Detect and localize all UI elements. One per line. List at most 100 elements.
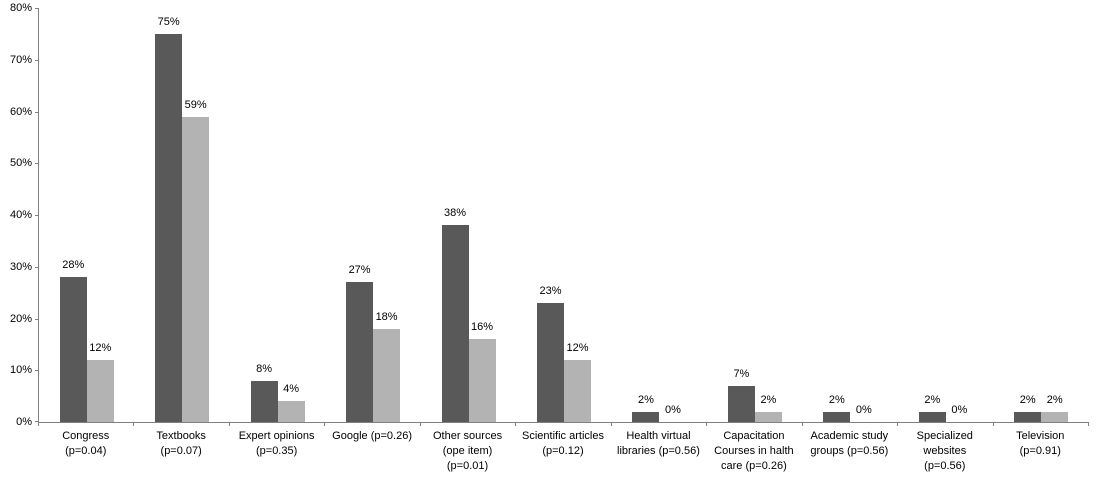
y-axis-tick-label: 80%: [9, 2, 32, 14]
y-axis-tick-label: 10%: [9, 364, 32, 377]
bar-group-series-1-dark: 27%: [346, 264, 374, 422]
value-label: 2%: [828, 393, 845, 406]
y-axis-tick: [35, 59, 39, 61]
category-slot: 2% 2%: [994, 8, 1089, 422]
bar-group-series-2-light: 59%: [182, 98, 210, 422]
y-axis-tick-label: 70%: [9, 53, 32, 66]
bar-series-1-dark: [250, 380, 278, 422]
x-axis-tick: [419, 422, 421, 426]
category-label: Expert opinions (p=0.35): [238, 430, 315, 457]
y-axis-tick: [35, 8, 39, 9]
category-slot: 27% 18%: [325, 8, 420, 422]
category-label: Academic study groups (p=0.56): [810, 430, 889, 457]
x-axis-tick: [1088, 422, 1089, 426]
category-label: Health virtual libraries (p=0.56): [617, 430, 700, 457]
y-axis-tick-label: 40%: [9, 209, 32, 221]
category-slot: 23% 12%: [516, 8, 611, 422]
value-label: 2%: [924, 393, 941, 406]
bar-group-series-2-light: 12%: [563, 341, 591, 422]
value-label: 0%: [951, 404, 968, 416]
x-axis-tick: [38, 422, 39, 426]
value-label: 23%: [539, 284, 562, 297]
bar-group-series-2-light: 12%: [86, 341, 114, 422]
value-label: 4%: [283, 383, 300, 396]
x-axis-tick: [228, 422, 230, 426]
y-axis-tick: [35, 215, 39, 216]
y-axis-tick: [35, 163, 39, 165]
category-label: Scientific articles (p=0.12): [522, 430, 604, 457]
bar-group-series-1-dark: 2%: [1014, 393, 1042, 422]
category-label: Television (p=0.91): [1016, 430, 1065, 457]
y-axis-tick-label: 0%: [16, 416, 32, 428]
bar-series-2-light: [373, 328, 401, 422]
plot-area: 28% 12% 75% 59% 8% 4% 27% 18% 38% 16% 23% 12% 2% 0% 7%…: [10, 2, 1089, 428]
value-label: 2%: [1019, 393, 1036, 406]
value-label: 12%: [89, 341, 112, 354]
y-axis-tick: [35, 318, 39, 320]
x-axis-tick: [610, 422, 612, 426]
bar-group-series-2-light: 0%: [850, 404, 877, 422]
bar-group-series-1-dark: 23%: [536, 284, 564, 422]
x-axis-tick: [706, 422, 708, 426]
bar-series-1-dark: [1014, 411, 1042, 422]
value-label: 12%: [566, 341, 589, 354]
bar-group-series-1-dark: 28%: [59, 259, 87, 422]
x-axis-tick: [801, 422, 803, 426]
value-label: 27%: [348, 264, 371, 277]
bar-group-series-1-dark: 2%: [632, 393, 660, 422]
bar-series-1-dark: [536, 302, 564, 422]
value-label: 16%: [471, 321, 494, 334]
category-slot: 75% 59%: [134, 8, 229, 422]
bar-series-1-dark: [632, 411, 660, 422]
bar-group-series-2-light: 4%: [277, 383, 305, 422]
bar-group-series-1-dark: 38%: [441, 207, 469, 422]
category-label: Textbooks (p=0.07): [156, 430, 206, 457]
category-slot: 38% 16%: [421, 8, 516, 422]
y-axis-tick-label: 50%: [9, 157, 32, 170]
bar-series-1-dark: [918, 411, 946, 422]
bar-group-series-1-dark: 75%: [155, 15, 183, 422]
bar-series-1-dark: [823, 411, 851, 422]
value-label: 38%: [444, 207, 467, 220]
value-label: 7%: [733, 367, 750, 380]
y-axis-tick: [35, 111, 39, 113]
category-label: Congress (p=0.04): [62, 430, 110, 457]
category-slot: 2% 0%: [612, 8, 707, 422]
category-slot: 7% 2%: [707, 8, 802, 422]
category-label: Capacitation Courses in halth care (p=0.…: [714, 430, 794, 472]
value-label: 59%: [184, 98, 207, 111]
y-axis-tick-label: 60%: [9, 105, 32, 118]
y-axis-tick: [35, 370, 39, 372]
x-axis-tick: [897, 422, 899, 426]
bar-group-series-2-light: 16%: [468, 321, 496, 422]
bar-group-series-2-light: 18%: [373, 310, 401, 422]
bar-series-1-dark: [346, 282, 374, 422]
bar-series-2-light: [182, 116, 210, 422]
bar-group-series-1-dark: 7%: [727, 367, 755, 422]
x-axis-tick: [324, 422, 326, 426]
category-label: Specialized websites (p=0.56): [916, 430, 973, 472]
bar-group-series-2-light: 2%: [754, 394, 782, 422]
value-label: 2%: [637, 393, 654, 406]
bar-group-series-2-light: 0%: [659, 404, 686, 422]
x-axis-tick: [992, 422, 994, 426]
y-axis-tick-label: 20%: [9, 312, 32, 325]
value-label: 18%: [375, 310, 398, 323]
bar-series-2-light: [754, 411, 782, 422]
category-label: Other sources (ope item) (p=0.01): [432, 430, 503, 472]
value-label: 75%: [157, 15, 180, 28]
bar-series-2-light: [1041, 411, 1069, 422]
value-label: 0%: [855, 404, 872, 416]
x-axis-labels: Congress (p=0.04) Textbooks (p=0.07) Exper…: [38, 429, 1088, 474]
bar-series-2-light: [563, 359, 591, 422]
category-slot: 2% 0%: [898, 8, 993, 422]
category-slot: 8% 4%: [230, 8, 325, 422]
bar-series-2-light: [86, 359, 114, 422]
category-slot: 2% 0%: [803, 8, 898, 422]
bar-group-series-2-light: 0%: [946, 404, 973, 422]
bar-group-series-1-dark: 8%: [250, 363, 278, 422]
bar-group-series-1-dark: 2%: [918, 393, 946, 422]
bar-group-series-2-light: 2%: [1041, 393, 1069, 422]
bar-series-1-dark: [727, 385, 755, 422]
value-label: 2%: [1046, 393, 1063, 406]
